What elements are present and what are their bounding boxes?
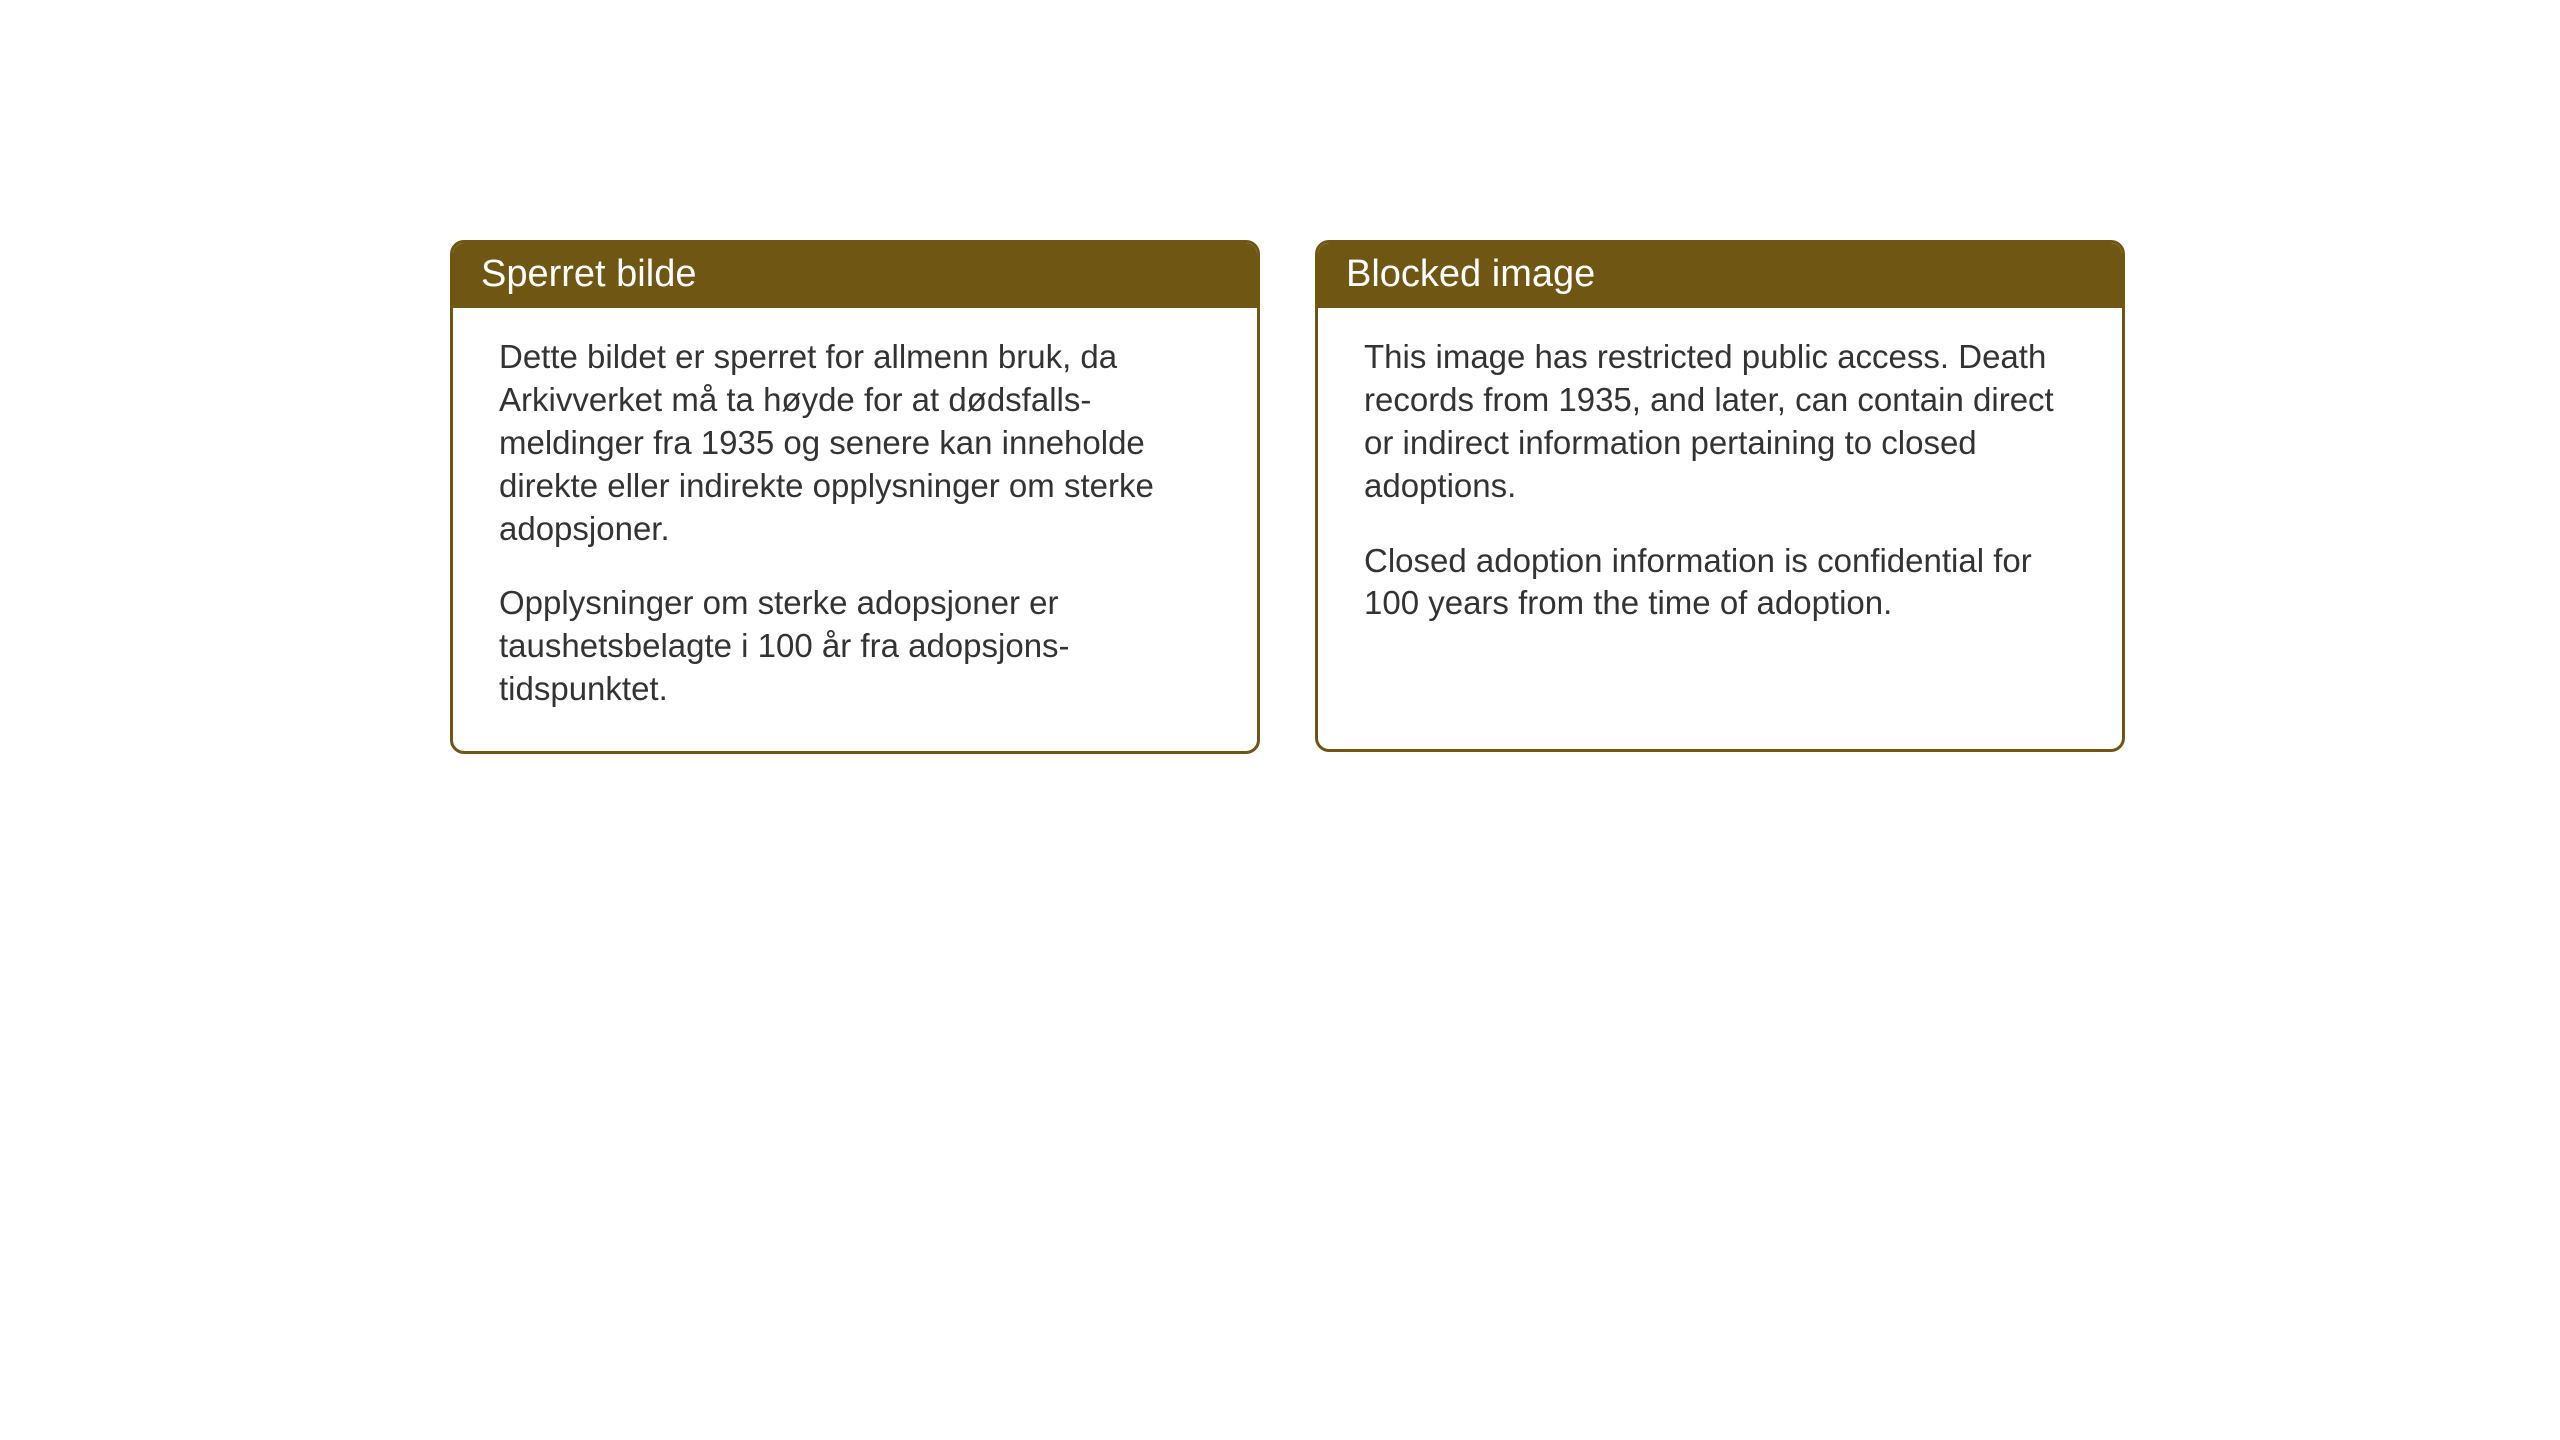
notice-body-norwegian: Dette bildet er sperret for allmenn bruk…: [453, 308, 1257, 751]
notice-title-norwegian: Sperret bilde: [481, 253, 696, 295]
notice-paragraph-2-norwegian: Opplysninger om sterke adopsjoner er tau…: [499, 582, 1211, 711]
notice-box-norwegian: Sperret bilde Dette bildet er sperret fo…: [450, 240, 1260, 754]
notice-paragraph-1-norwegian: Dette bildet er sperret for allmenn bruk…: [499, 336, 1211, 550]
notice-title-english: Blocked image: [1346, 253, 1595, 295]
notice-paragraph-2-english: Closed adoption information is confident…: [1364, 540, 2076, 626]
notice-paragraph-1-english: This image has restricted public access.…: [1364, 336, 2076, 508]
notice-container: Sperret bilde Dette bildet er sperret fo…: [450, 240, 2125, 754]
notice-box-english: Blocked image This image has restricted …: [1315, 240, 2125, 752]
notice-header-norwegian: Sperret bilde: [453, 243, 1257, 308]
notice-body-english: This image has restricted public access.…: [1318, 308, 2122, 665]
notice-header-english: Blocked image: [1318, 243, 2122, 308]
